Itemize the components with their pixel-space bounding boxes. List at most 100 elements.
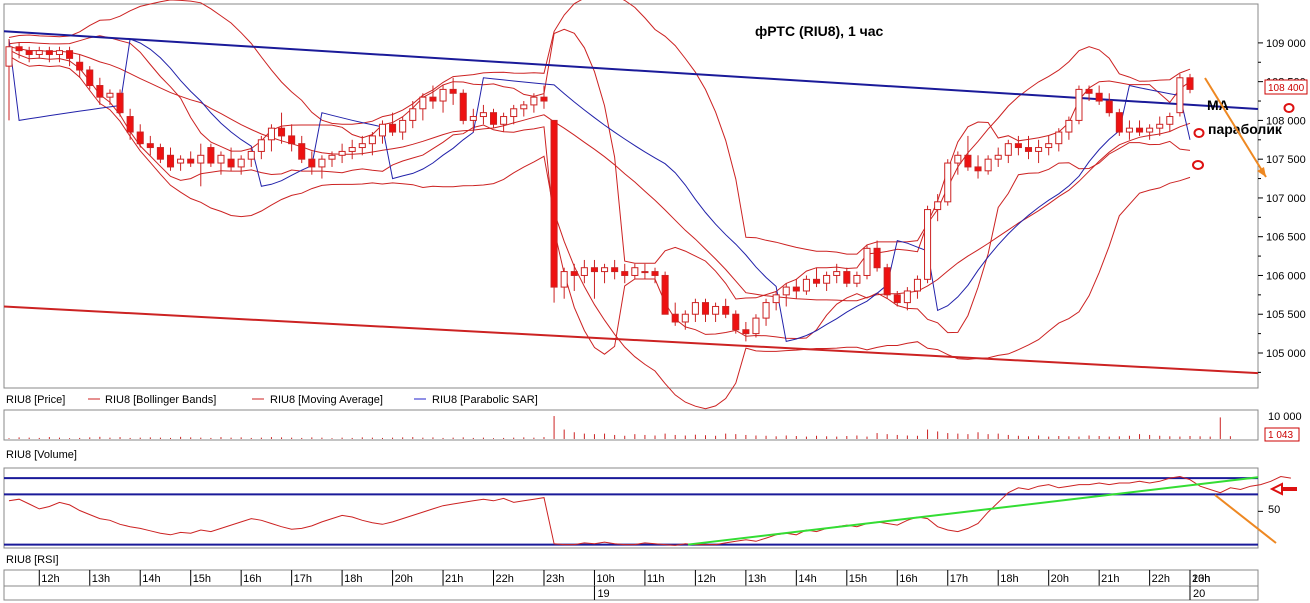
candle-body-down	[45, 50, 53, 56]
candle	[237, 155, 245, 175]
time-hour-label: 20h	[1051, 573, 1069, 585]
candle	[812, 267, 821, 288]
candle-body-down	[1095, 92, 1103, 102]
candle	[197, 143, 205, 187]
candle	[611, 259, 619, 280]
candle	[934, 194, 942, 222]
ma-marker-circle	[1283, 103, 1295, 113]
candle	[35, 46, 43, 59]
price-tick-label: 105 500	[1266, 309, 1306, 321]
candle-body-down	[570, 271, 578, 276]
candle-body-down	[611, 267, 619, 273]
candle	[954, 151, 962, 175]
candle	[742, 321, 750, 342]
sar-marker-circle	[1193, 128, 1205, 138]
candle-body-up	[409, 108, 417, 121]
parabolic-sar-line	[8, 38, 1191, 343]
legend-volume: RIU8 [Volume]	[6, 449, 77, 461]
candle-body-down	[883, 267, 891, 296]
candle-body-down	[1014, 143, 1022, 149]
candle	[187, 151, 195, 167]
candle-body-down	[429, 96, 437, 102]
candle	[146, 135, 154, 156]
candle-body-down	[843, 271, 851, 284]
candle	[227, 147, 235, 171]
candle	[863, 244, 871, 280]
candle-body-down	[389, 123, 397, 133]
candle	[399, 116, 407, 140]
candle-body-down	[722, 305, 730, 315]
candle	[984, 155, 992, 175]
candle-body-up	[681, 313, 689, 323]
candle	[1045, 135, 1053, 156]
annotation-parabolic: параболик	[1208, 121, 1283, 137]
time-hour-label: 10h	[596, 573, 614, 585]
candle-body-up	[1045, 143, 1053, 149]
candle	[217, 151, 225, 175]
candle	[298, 135, 306, 164]
candle-body-up	[691, 302, 699, 315]
price-tick-label: 109 000	[1266, 38, 1306, 50]
candle-body-down	[166, 154, 175, 168]
candle-body-up	[267, 127, 275, 141]
time-axis: 12h 13h 14h 15h 16h 17h 18h 20h 21h 22h 23h 10h 11h 1…	[4, 570, 1258, 600]
candle-body-up	[772, 294, 780, 304]
candle	[712, 302, 720, 322]
time-hour-label: 23h	[1192, 573, 1210, 585]
candle-body-up	[712, 305, 720, 315]
candle	[1035, 139, 1043, 164]
time-hour-label: 22h	[496, 573, 514, 585]
candle	[893, 290, 901, 307]
candle	[964, 135, 972, 171]
forecast-arrow-rsi	[1214, 494, 1277, 544]
candle	[590, 259, 598, 299]
candle-body-down	[207, 147, 215, 164]
candle-body-up	[510, 108, 518, 118]
candle-body-down	[540, 96, 548, 102]
candle	[1146, 124, 1154, 140]
candle-body-up	[358, 143, 366, 149]
candle-body-up	[924, 209, 932, 280]
candle	[318, 155, 326, 179]
candle-body-down	[227, 158, 235, 168]
candle-body-up	[368, 135, 376, 145]
candle	[1125, 120, 1133, 140]
price-tick-label: 107 000	[1266, 193, 1306, 205]
candle-body-up	[934, 201, 942, 211]
forecast-arrowhead-price	[1257, 167, 1266, 177]
candle-body-up	[853, 274, 861, 284]
candle-body-up	[328, 154, 336, 160]
candle	[924, 205, 932, 284]
candle	[409, 101, 417, 129]
candle-body-down	[590, 267, 598, 273]
candle-body-up	[197, 154, 205, 164]
candle	[500, 112, 508, 133]
bollinger-lower-inner	[8, 49, 1191, 355]
candle-body-down	[459, 92, 467, 121]
candle-body-down	[308, 158, 316, 168]
candle-body-up	[631, 267, 639, 276]
candle	[1176, 73, 1184, 117]
candle-body-down	[621, 271, 629, 276]
time-hour-label: 15h	[193, 573, 211, 585]
candle-body-down	[661, 274, 669, 315]
candle-body-up	[1065, 119, 1073, 133]
candle	[116, 89, 124, 117]
candle-body-up	[1125, 127, 1133, 133]
candle	[1055, 128, 1063, 152]
price-tick-label: 105 000	[1266, 348, 1306, 360]
candle	[55, 46, 63, 63]
candle-body-up	[580, 267, 588, 276]
candle-body-down	[156, 147, 164, 160]
bollinger-upper-inner	[8, 28, 1191, 300]
candle	[45, 46, 53, 63]
candle	[156, 143, 164, 164]
candle	[631, 263, 639, 280]
candle-body-up	[1146, 127, 1154, 133]
candle	[1085, 85, 1093, 102]
candle	[1014, 135, 1022, 156]
candle-body-up	[500, 116, 508, 125]
candle	[1186, 73, 1194, 94]
candle-body-up	[944, 162, 952, 203]
